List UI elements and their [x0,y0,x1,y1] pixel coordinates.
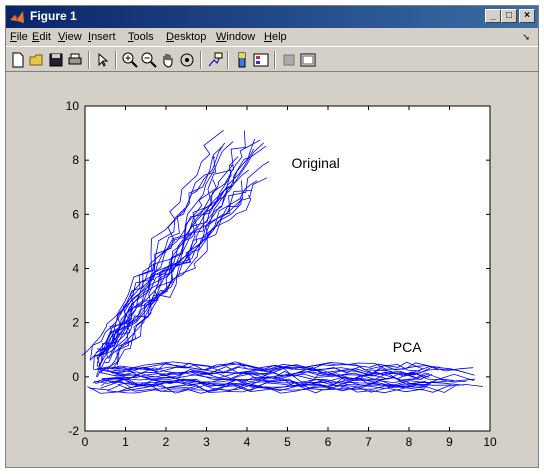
y-tick-label: 0 [72,370,79,384]
original-trace [96,177,268,373]
minimize-button[interactable]: _ [485,9,501,23]
new-figure-icon[interactable] [9,51,27,69]
menu-bar: File Edit View Insert Tools Desktop Wind… [6,28,538,46]
x-tick-label: 3 [203,435,210,449]
x-tick-label: 1 [122,435,129,449]
rotate-3d-icon[interactable] [178,51,196,69]
y-tick-label: 4 [72,262,79,276]
window-title: Figure 1 [30,9,77,23]
pca-trace [93,365,441,376]
x-tick-label: 0 [82,435,89,449]
save-icon[interactable] [47,51,65,69]
pca-trace [96,361,424,371]
pca-trace [89,382,432,393]
y-tick-label: 8 [72,153,79,167]
open-file-icon[interactable] [28,51,46,69]
original-trace [99,138,256,357]
annotation-pca: PCA [393,339,422,355]
pca-trace [101,375,423,385]
menu-insert[interactable]: Insert [88,31,116,43]
menu-view[interactable]: View [58,31,82,43]
x-tick-label: 7 [365,435,372,449]
select-arrow-icon[interactable] [94,51,112,69]
pca-trace [107,385,456,394]
toolbar-separator [227,51,229,69]
menu-edit[interactable]: Edit [32,31,51,43]
colorbar-icon[interactable] [233,51,251,69]
original-trace [100,191,228,373]
menu-tools[interactable]: Tools [128,31,154,43]
dock-arrow-icon[interactable]: ➘ [522,32,530,42]
original-trace [98,197,242,368]
legend-icon[interactable] [252,51,270,69]
figure-window: Figure 1 _ □ × File Edit View Insert Too… [5,5,539,468]
pca-trace [114,362,439,373]
menu-file[interactable]: File [10,31,28,43]
toolbar-separator [88,51,90,69]
original-trace [90,129,224,361]
x-tick-label: 6 [325,435,332,449]
title-bar[interactable]: Figure 1 _ □ × [6,6,538,28]
data-cursor-icon[interactable] [206,51,224,69]
original-trace [95,180,243,353]
toolbar-separator [274,51,276,69]
figure-toolbar [6,46,538,72]
pca-trace [119,383,483,394]
print-icon[interactable] [66,51,84,69]
x-tick-label: 5 [284,435,291,449]
x-tick-label: 10 [483,435,497,449]
pca-trace [92,377,467,387]
toolbar-separator [115,51,117,69]
show-plot-tools-icon[interactable] [299,51,317,69]
x-tick-label: 9 [446,435,453,449]
x-tick-label: 2 [163,435,170,449]
menu-help[interactable]: Help [264,31,287,43]
original-trace [104,171,232,364]
menu-desktop[interactable]: Desktop [166,31,207,43]
close-button[interactable]: × [519,9,535,23]
pan-hand-icon[interactable] [159,51,177,69]
annotation-original: Original [292,155,340,171]
menu-window[interactable]: Window [216,31,256,43]
hide-plot-tools-icon[interactable] [280,51,298,69]
y-tick-label: 6 [72,207,79,221]
figure-canvas: 0 1 2 3 4 5 6 7 8 9 10 -2 0 2 4 6 8 10 Original PCA [8,73,536,466]
x-tick-label: 8 [406,435,413,449]
maximize-button[interactable]: □ [501,9,517,23]
original-trace [96,164,234,378]
toolbar-separator [200,51,202,69]
y-tick-label: 10 [66,99,80,113]
pca-trace [117,381,443,391]
zoom-in-icon[interactable] [121,51,139,69]
zoom-out-icon[interactable] [140,51,158,69]
pca-trace [102,371,433,380]
y-tick-label: -2 [68,424,79,438]
y-tick-label: 2 [72,316,79,330]
x-tick-label: 4 [244,435,251,449]
matlab-logo-icon [10,11,24,23]
original-trace [106,180,258,371]
pca-trace [111,371,455,381]
pca-trace [110,370,430,381]
original-trace [99,161,270,356]
original-trace [90,156,216,361]
